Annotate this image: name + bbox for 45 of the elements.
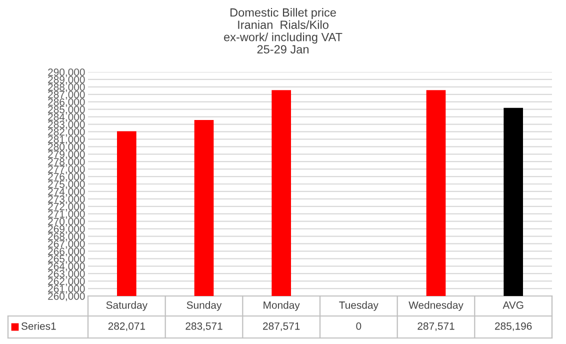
- y-tick-label: 260,000: [48, 292, 85, 302]
- y-tick-label: 281,000: [48, 136, 85, 144]
- y-tick-label: 286,000: [48, 98, 85, 107]
- x-tick-label: Saturday: [106, 301, 148, 311]
- y-tick-label: 266,000: [48, 248, 85, 256]
- data-label: 282,071: [108, 322, 145, 332]
- y-tick-label: 263,000: [48, 270, 85, 279]
- y-tick-label: 289,000: [48, 76, 85, 85]
- y-tick-label: 269,000: [48, 225, 85, 234]
- y-tick-label: 275,000: [48, 180, 85, 190]
- text: 0: [356, 322, 362, 330]
- x-tick-label: Monday: [264, 301, 300, 311]
- x-tick-label: Sunday: [186, 301, 222, 311]
- y-tick-label: 262,000: [48, 278, 85, 286]
- y-tick-label: 282,000: [48, 128, 85, 137]
- y-tick-label: 273,000: [48, 195, 85, 204]
- y-tick-label: 284,000: [48, 113, 85, 122]
- y-tick-label: 285,000: [48, 106, 85, 114]
- y-tick-label: 271,000: [48, 210, 85, 219]
- chart-title: Domestic Billet price Iranian Rials/Kilo ex-work/ including VAT 25-29 Jan: [224, 8, 342, 54]
- x-tick-label: Wednesday: [408, 301, 464, 311]
- x-tick-label: AVG: [502, 301, 524, 309]
- data-label: 287,571: [418, 322, 454, 332]
- data-label: 285,196: [495, 322, 532, 332]
- legend-label: Series1: [21, 322, 56, 330]
- y-tick-label: 290,000: [48, 68, 85, 78]
- y-tick-label: 272,000: [48, 202, 85, 212]
- y-tick-label: 274,000: [48, 188, 85, 197]
- y-tick-label: 267,000: [48, 240, 85, 249]
- y-tick-label: 268,000: [48, 232, 85, 242]
- data-label: 287,571: [263, 322, 300, 332]
- y-tick-label: 276,000: [48, 173, 85, 182]
- y-tick-label: 261,000: [48, 285, 85, 294]
- y-tick-label: 287,000: [48, 90, 85, 100]
- y-tick-label: 264,000: [48, 262, 85, 272]
- y-tick-label: 278,000: [48, 158, 85, 167]
- y-tick-label: 279,000: [48, 150, 85, 160]
- y-tick-label: 280,000: [48, 143, 85, 152]
- x-tick-label: Tuesday: [339, 301, 378, 311]
- y-tick-label: 277,000: [48, 166, 85, 174]
- y-tick-label: 288,000: [48, 83, 85, 92]
- y-tick-label: 270,000: [48, 218, 85, 226]
- y-tick-label: 265,000: [48, 255, 85, 264]
- y-tick-label: 283,000: [48, 120, 85, 130]
- data-label: 283,571: [186, 322, 222, 332]
